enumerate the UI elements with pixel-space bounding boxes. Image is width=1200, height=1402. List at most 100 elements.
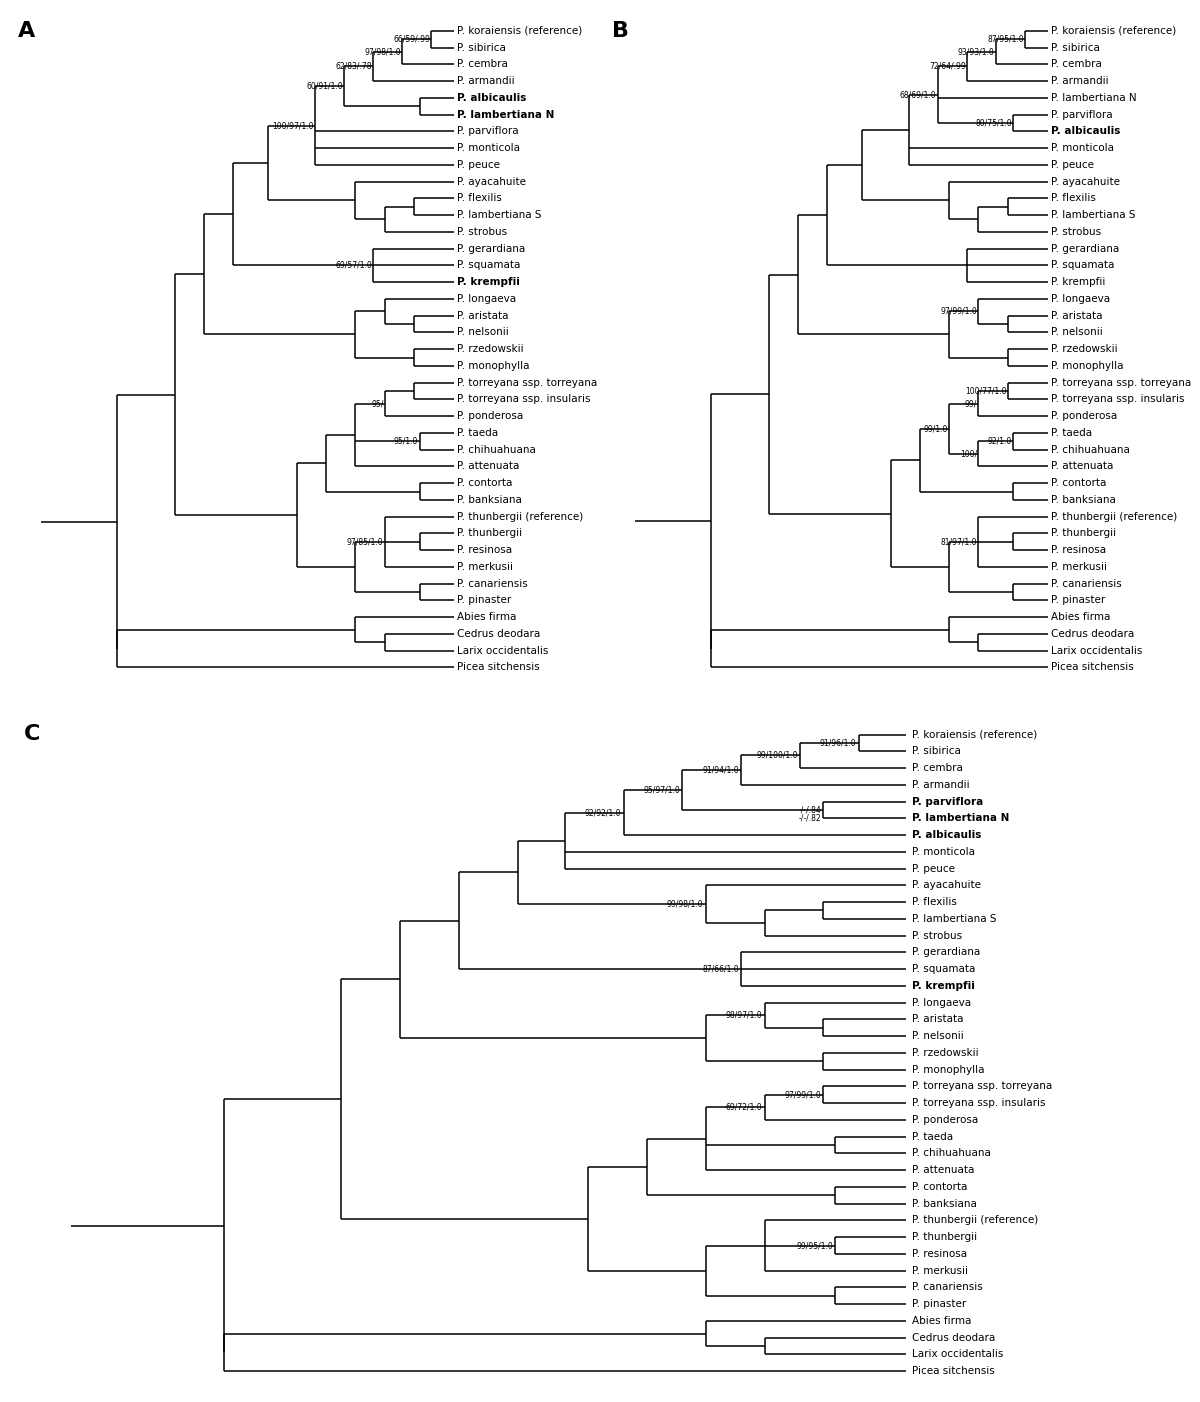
Text: 68/69/1.0: 68/69/1.0: [900, 90, 936, 100]
Text: P. parviflora: P. parviflora: [1051, 109, 1112, 119]
Text: P. thunbergii: P. thunbergii: [912, 1232, 977, 1242]
Text: 97/85/1.0: 97/85/1.0: [347, 537, 384, 547]
Text: 99/100/1.0: 99/100/1.0: [756, 751, 798, 760]
Text: P. squamata: P. squamata: [1051, 261, 1115, 271]
Text: P. krempfii: P. krempfii: [912, 981, 974, 991]
Text: P. peuce: P. peuce: [457, 160, 500, 170]
Text: P. flexilis: P. flexilis: [457, 193, 503, 203]
Text: 60/91/1.0: 60/91/1.0: [306, 81, 343, 91]
Text: P. squamata: P. squamata: [457, 261, 521, 271]
Text: P. torreyana ssp. insularis: P. torreyana ssp. insularis: [457, 394, 590, 404]
Text: -/-/.82: -/-/.82: [798, 813, 821, 823]
Text: P. aristata: P. aristata: [1051, 311, 1103, 321]
Text: 97/99/1.0: 97/99/1.0: [785, 1091, 821, 1099]
Text: P. canariensis: P. canariensis: [912, 1283, 983, 1293]
Text: Larix occidentalis: Larix occidentalis: [1051, 646, 1142, 656]
Text: P. sibirica: P. sibirica: [912, 746, 960, 756]
Text: P. contorta: P. contorta: [912, 1182, 967, 1192]
Text: 95/97/1.0: 95/97/1.0: [643, 785, 680, 795]
Text: P. torreyana ssp. insularis: P. torreyana ssp. insularis: [1051, 394, 1184, 404]
Text: P. longaeva: P. longaeva: [1051, 294, 1110, 304]
Text: P. banksiana: P. banksiana: [912, 1199, 977, 1209]
Text: Picea sitchensis: Picea sitchensis: [1051, 663, 1134, 673]
Text: Picea sitchensis: Picea sitchensis: [912, 1366, 995, 1377]
Text: Larix occidentalis: Larix occidentalis: [457, 646, 548, 656]
Text: Abies firma: Abies firma: [1051, 613, 1110, 622]
Text: P. albicaulis: P. albicaulis: [1051, 126, 1121, 136]
Text: C: C: [24, 725, 40, 744]
Text: P. cembra: P. cembra: [1051, 59, 1102, 69]
Text: B: B: [612, 21, 629, 41]
Text: P. lambertiana N: P. lambertiana N: [912, 813, 1009, 823]
Text: -/-/.84: -/-/.84: [798, 805, 821, 815]
Text: P. torreyana ssp. torreyana: P. torreyana ssp. torreyana: [457, 377, 598, 387]
Text: P. squamata: P. squamata: [912, 965, 976, 974]
Text: P. rzedowskii: P. rzedowskii: [457, 343, 524, 355]
Text: P. monophylla: P. monophylla: [912, 1064, 984, 1074]
Text: 62/83/.78: 62/83/.78: [335, 62, 372, 72]
Text: P. aristata: P. aristata: [457, 311, 509, 321]
Text: 99/95/1.0: 99/95/1.0: [796, 1241, 833, 1251]
Text: P. canariensis: P. canariensis: [457, 579, 528, 589]
Text: P. monophylla: P. monophylla: [457, 360, 530, 372]
Text: P. taeda: P. taeda: [912, 1131, 953, 1141]
Text: P. cembra: P. cembra: [912, 763, 962, 773]
Text: P. pinaster: P. pinaster: [912, 1300, 966, 1309]
Text: P. thunbergii: P. thunbergii: [1051, 529, 1116, 538]
Text: P. sibirica: P. sibirica: [457, 42, 506, 52]
Text: P. torreyana ssp. insularis: P. torreyana ssp. insularis: [912, 1098, 1045, 1108]
Text: P. ayacahuite: P. ayacahuite: [457, 177, 527, 186]
Text: Abies firma: Abies firma: [912, 1316, 971, 1326]
Text: P. banksiana: P. banksiana: [457, 495, 522, 505]
Text: P. merkusii: P. merkusii: [457, 562, 514, 572]
Text: P. krempfii: P. krempfii: [457, 278, 521, 287]
Text: Larix occidentalis: Larix occidentalis: [912, 1350, 1003, 1360]
Text: 99/1.0: 99/1.0: [924, 425, 948, 433]
Text: P. nelsonii: P. nelsonii: [1051, 328, 1103, 338]
Text: P. taeda: P. taeda: [457, 428, 498, 437]
Text: P. taeda: P. taeda: [1051, 428, 1092, 437]
Text: P. lambertiana N: P. lambertiana N: [1051, 93, 1136, 102]
Text: P. armandii: P. armandii: [457, 76, 515, 86]
Text: P. thunbergii (reference): P. thunbergii (reference): [1051, 512, 1177, 522]
Text: P. koraiensis (reference): P. koraiensis (reference): [912, 729, 1037, 739]
Text: 100/: 100/: [960, 450, 977, 458]
Text: P. canariensis: P. canariensis: [1051, 579, 1122, 589]
Text: P. thunbergii (reference): P. thunbergii (reference): [457, 512, 583, 522]
Text: P. merkusii: P. merkusii: [1051, 562, 1108, 572]
Text: 69/72/1.0: 69/72/1.0: [726, 1103, 762, 1112]
Text: P. resinosa: P. resinosa: [1051, 545, 1106, 555]
Text: 100/97/1.0: 100/97/1.0: [272, 121, 313, 130]
Text: P. torreyana ssp. torreyana: P. torreyana ssp. torreyana: [1051, 377, 1192, 387]
Text: P. parviflora: P. parviflora: [457, 126, 518, 136]
Text: P. thunbergii: P. thunbergii: [457, 529, 522, 538]
Text: Cedrus deodara: Cedrus deodara: [457, 629, 541, 639]
Text: P. banksiana: P. banksiana: [1051, 495, 1116, 505]
Text: P. armandii: P. armandii: [1051, 76, 1109, 86]
Text: P. aristata: P. aristata: [912, 1015, 964, 1025]
Text: P. parviflora: P. parviflora: [912, 796, 983, 806]
Text: 98/97/1.0: 98/97/1.0: [726, 1011, 762, 1019]
Text: P. longaeva: P. longaeva: [912, 998, 971, 1008]
Text: 97/98/1.0: 97/98/1.0: [365, 48, 401, 56]
Text: P. peuce: P. peuce: [1051, 160, 1094, 170]
Text: P. monticola: P. monticola: [457, 143, 521, 153]
Text: 72/64/.99: 72/64/.99: [929, 62, 966, 72]
Text: 69/57/1.0: 69/57/1.0: [335, 261, 372, 269]
Text: 80/75/1.0: 80/75/1.0: [976, 118, 1012, 128]
Text: 92/92/1.0: 92/92/1.0: [584, 808, 622, 817]
Text: 87/95/1.0: 87/95/1.0: [988, 35, 1024, 43]
Text: Picea sitchensis: Picea sitchensis: [457, 663, 540, 673]
Text: Abies firma: Abies firma: [457, 613, 517, 622]
Text: P. contorta: P. contorta: [457, 478, 512, 488]
Text: P. strobus: P. strobus: [1051, 227, 1102, 237]
Text: P. flexilis: P. flexilis: [912, 897, 956, 907]
Text: P. ayacahuite: P. ayacahuite: [912, 880, 980, 890]
Text: P. ponderosa: P. ponderosa: [457, 411, 523, 421]
Text: P. krempfii: P. krempfii: [1051, 278, 1105, 287]
Text: P. gerardiana: P. gerardiana: [912, 948, 980, 958]
Text: P. gerardiana: P. gerardiana: [457, 244, 526, 254]
Text: P. ayacahuite: P. ayacahuite: [1051, 177, 1120, 186]
Text: 91/96/1.0: 91/96/1.0: [820, 739, 857, 747]
Text: P. koraiensis (reference): P. koraiensis (reference): [457, 25, 583, 36]
